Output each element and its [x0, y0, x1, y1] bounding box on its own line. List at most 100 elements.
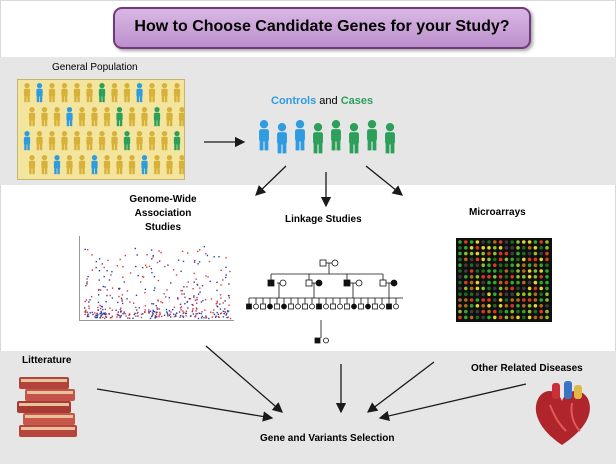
gwas-point — [120, 297, 123, 299]
microarray-spot — [510, 286, 514, 291]
gwas-point — [111, 271, 113, 273]
microarray-spot — [493, 251, 497, 256]
gwas-point — [181, 290, 183, 292]
microarray-spot — [469, 251, 474, 256]
microarray-spot — [458, 240, 462, 244]
microarray-spot — [458, 275, 462, 279]
microarray-spot — [510, 298, 514, 302]
gwas-point — [87, 275, 89, 278]
pedigree-symbol — [337, 303, 343, 310]
gwas-point — [135, 306, 137, 309]
gwas-point — [88, 301, 90, 303]
microarray-spot — [539, 269, 543, 273]
gwas-point — [222, 302, 224, 304]
gwas-point — [163, 293, 165, 295]
gwas-point — [224, 310, 226, 313]
gwas-point — [194, 316, 196, 318]
microarray-spot — [539, 263, 543, 267]
microarray-spot — [475, 246, 480, 250]
pedigree-symbol — [390, 279, 398, 287]
microarray-spot — [504, 240, 509, 244]
gwas-point — [106, 294, 108, 297]
gwas-point — [194, 299, 197, 301]
gwas-point — [216, 311, 218, 314]
microarray-spot — [469, 263, 474, 267]
gwas-point — [148, 265, 151, 267]
microarray-spot — [516, 246, 520, 250]
gwas-point — [225, 266, 227, 269]
gwas-point — [95, 266, 97, 269]
gwas-title-line2: Association Studies — [134, 208, 192, 233]
gwas-point — [193, 261, 196, 263]
person-icon — [178, 155, 184, 175]
gwas-point — [167, 313, 169, 316]
gwas-point — [140, 281, 142, 283]
gwas-point — [159, 311, 161, 314]
gwas-point — [99, 312, 102, 315]
person-icon — [36, 131, 43, 151]
microarray-spot — [539, 304, 543, 308]
gwas-point — [160, 251, 162, 254]
pedigree-symbol — [260, 303, 266, 310]
gwas-point — [137, 311, 139, 314]
gwas-point — [195, 310, 197, 312]
person-icon — [148, 131, 156, 151]
gwas-point — [105, 313, 108, 315]
gwas-point — [205, 275, 207, 277]
microarray-spot — [498, 251, 503, 256]
gwas-point — [211, 316, 213, 318]
microarray-spot — [481, 304, 485, 308]
pedigree-symbol — [365, 303, 371, 310]
gwas-point — [183, 293, 185, 295]
gwas-point — [159, 260, 161, 262]
gwas-point — [203, 317, 205, 319]
microarray-spot — [522, 292, 526, 296]
gwas-point — [198, 312, 201, 314]
person-icon — [91, 107, 98, 127]
gwas-point — [85, 299, 88, 301]
gwas-point — [155, 315, 157, 318]
gwas-point — [200, 301, 203, 303]
microarray-spot — [522, 240, 526, 244]
microarray-spot — [539, 257, 543, 262]
gwas-point — [150, 268, 152, 270]
gwas-point — [137, 274, 139, 277]
person-icon — [61, 83, 68, 103]
gwas-point — [122, 276, 124, 278]
gwas-point — [201, 311, 203, 313]
microarray-spot — [458, 251, 462, 256]
microarray-spot — [510, 280, 514, 285]
gwas-point — [152, 310, 154, 312]
gwas-point — [227, 316, 229, 318]
gwas-point — [98, 279, 100, 281]
gwas-point — [104, 286, 106, 288]
microarray-spot — [458, 315, 462, 320]
gwas-point — [200, 312, 202, 315]
gwas-point — [104, 313, 107, 316]
microarray-spot — [545, 298, 549, 302]
person-icon — [111, 131, 118, 151]
gwas-point — [84, 248, 86, 251]
population-people — [23, 83, 184, 175]
gwas-point — [144, 292, 146, 294]
gwas-point — [88, 307, 90, 310]
gwas-point — [167, 315, 169, 317]
gwas-point — [160, 301, 162, 303]
gwas-point — [213, 256, 215, 258]
microarray-spot — [504, 275, 509, 279]
gwas-point — [100, 311, 103, 314]
gwas-point — [98, 294, 100, 296]
gwas-point — [166, 289, 168, 291]
gwas-point — [129, 301, 131, 303]
gwas-point — [173, 269, 175, 271]
gwas-point — [196, 302, 198, 304]
litterature-label: Litterature — [22, 355, 72, 366]
microarray-spot — [493, 263, 497, 267]
microarray-spot — [475, 269, 480, 273]
gwas-point — [99, 317, 102, 319]
microarray-spot — [533, 292, 538, 296]
gwas-point — [157, 299, 159, 301]
microarray-spot — [533, 251, 538, 256]
gwas-point — [186, 286, 188, 288]
